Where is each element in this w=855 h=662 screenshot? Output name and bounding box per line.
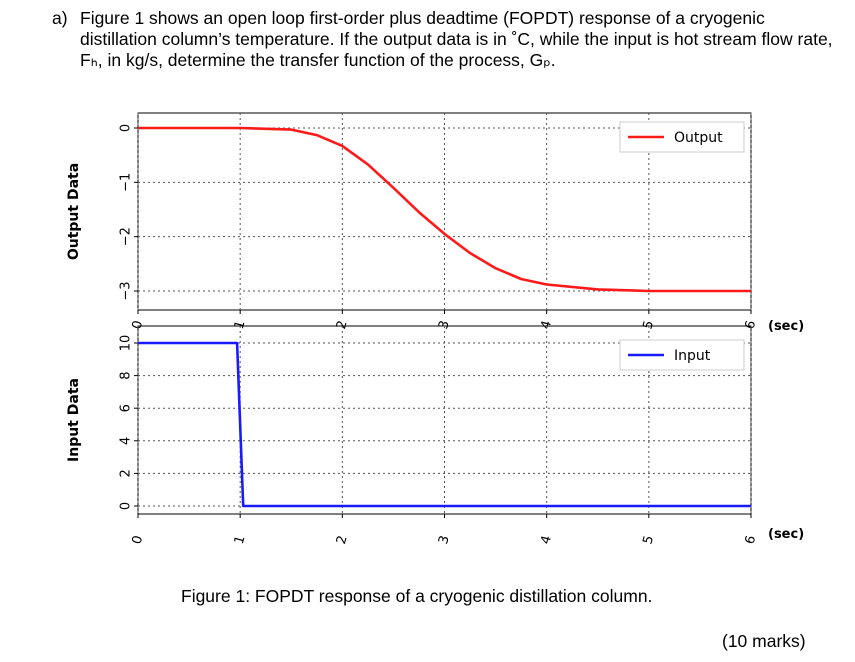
bottom-ytick-label: 4 (119, 437, 134, 445)
top-xtick-label: 2 (334, 319, 351, 331)
top-xlabel: (sec) (768, 319, 804, 334)
bottom-ytick-label: 2 (119, 469, 134, 477)
top-ytick-label: −1 (119, 173, 134, 192)
bottom-xtick-label: 1 (232, 534, 249, 546)
bottom-ytick-label: 8 (119, 371, 134, 379)
top-xtick-label: 0 (130, 319, 147, 331)
bottom-xtick-label: 2 (334, 534, 351, 546)
top-xtick-label: 3 (436, 319, 453, 331)
top-xtick-label: 4 (538, 319, 555, 331)
top-xtick-label: 5 (641, 319, 658, 331)
bottom-xtick-label: 6 (743, 534, 760, 546)
top-series-line (138, 126, 751, 293)
top-legend-label: Output (674, 130, 723, 146)
bottom-series-line (138, 341, 751, 508)
top-ytick-label: 0 (119, 124, 134, 132)
bottom-legend-label: Input (674, 348, 711, 364)
top-xtick-label: 1 (232, 319, 249, 331)
top-xtick-label: 6 (743, 319, 760, 331)
bottom-ytick-label: 0 (119, 502, 134, 510)
top-ytick-label: −3 (119, 281, 134, 300)
bottom-xtick-label: 3 (436, 534, 453, 546)
figure-caption: Figure 1: FOPDT response of a cryogenic … (181, 586, 653, 606)
figure-1: 0 1 2 3 4 5 6 0 −1 −2 −3 Output Data (sec) Output 0 1 2 3… (66, 112, 804, 546)
bottom-ylabel: Input Data (66, 378, 82, 462)
top-ylabel: Output Data (66, 163, 82, 260)
question-label: a) (52, 8, 68, 28)
bottom-ytick-label: 10 (119, 335, 134, 352)
bottom-xtick-label: 4 (538, 534, 555, 546)
marks-label: (10 marks) (722, 631, 806, 651)
question-text: Figure 1 shows an open loop first-order … (80, 8, 833, 70)
bottom-xtick-label: 5 (641, 534, 658, 546)
bottom-xtick-label: 0 (130, 534, 147, 546)
top-ytick-label: −2 (119, 227, 134, 246)
bottom-ytick-label: 6 (119, 404, 134, 412)
bottom-xlabel: (sec) (768, 527, 804, 542)
